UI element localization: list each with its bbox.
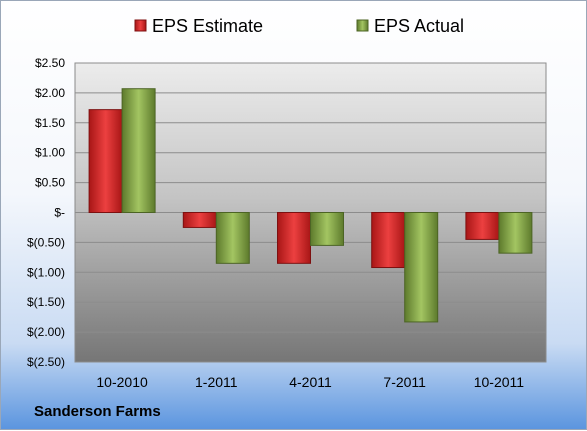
x-category-label: 10-2010 bbox=[96, 374, 148, 390]
x-category-label: 10-2011 bbox=[474, 374, 525, 390]
y-tick-label: $0.50 bbox=[35, 176, 65, 190]
bar-eps-actual bbox=[215, 212, 250, 264]
bar-eps-actual bbox=[310, 212, 344, 246]
y-tick-label: $(0.50) bbox=[27, 235, 65, 249]
y-tick-label: $(1.00) bbox=[27, 265, 65, 279]
bar-eps-estimate bbox=[465, 212, 500, 240]
company-caption: Sanderson Farms bbox=[34, 403, 161, 420]
y-tick-label: $1.50 bbox=[35, 116, 65, 130]
legend-swatch bbox=[134, 19, 147, 32]
legend-label: EPS Actual bbox=[374, 16, 464, 36]
y-tick-label: $2.50 bbox=[35, 56, 65, 70]
bar-eps-estimate bbox=[182, 212, 217, 228]
bar-eps-estimate bbox=[371, 212, 406, 269]
bar-eps-actual bbox=[121, 88, 156, 213]
y-tick-label: $(2.00) bbox=[27, 325, 65, 339]
y-tick-label: $2.00 bbox=[35, 86, 65, 100]
bar-eps-actual bbox=[404, 212, 439, 323]
x-category-label: 4-2011 bbox=[289, 374, 332, 390]
y-tick-label: $(2.50) bbox=[27, 355, 65, 369]
y-tick-label: $1.00 bbox=[35, 146, 65, 160]
x-category-label: 1-2011 bbox=[195, 374, 238, 390]
bar-eps-estimate bbox=[88, 109, 123, 213]
legend-swatch bbox=[356, 19, 369, 32]
y-tick-label: $(1.50) bbox=[27, 295, 65, 309]
bar-eps-estimate bbox=[277, 212, 311, 264]
x-category-label: 7-2011 bbox=[383, 374, 426, 390]
y-tick-label: $- bbox=[54, 206, 65, 220]
legend-label: EPS Estimate bbox=[152, 16, 263, 36]
bar-eps-actual bbox=[498, 212, 533, 254]
